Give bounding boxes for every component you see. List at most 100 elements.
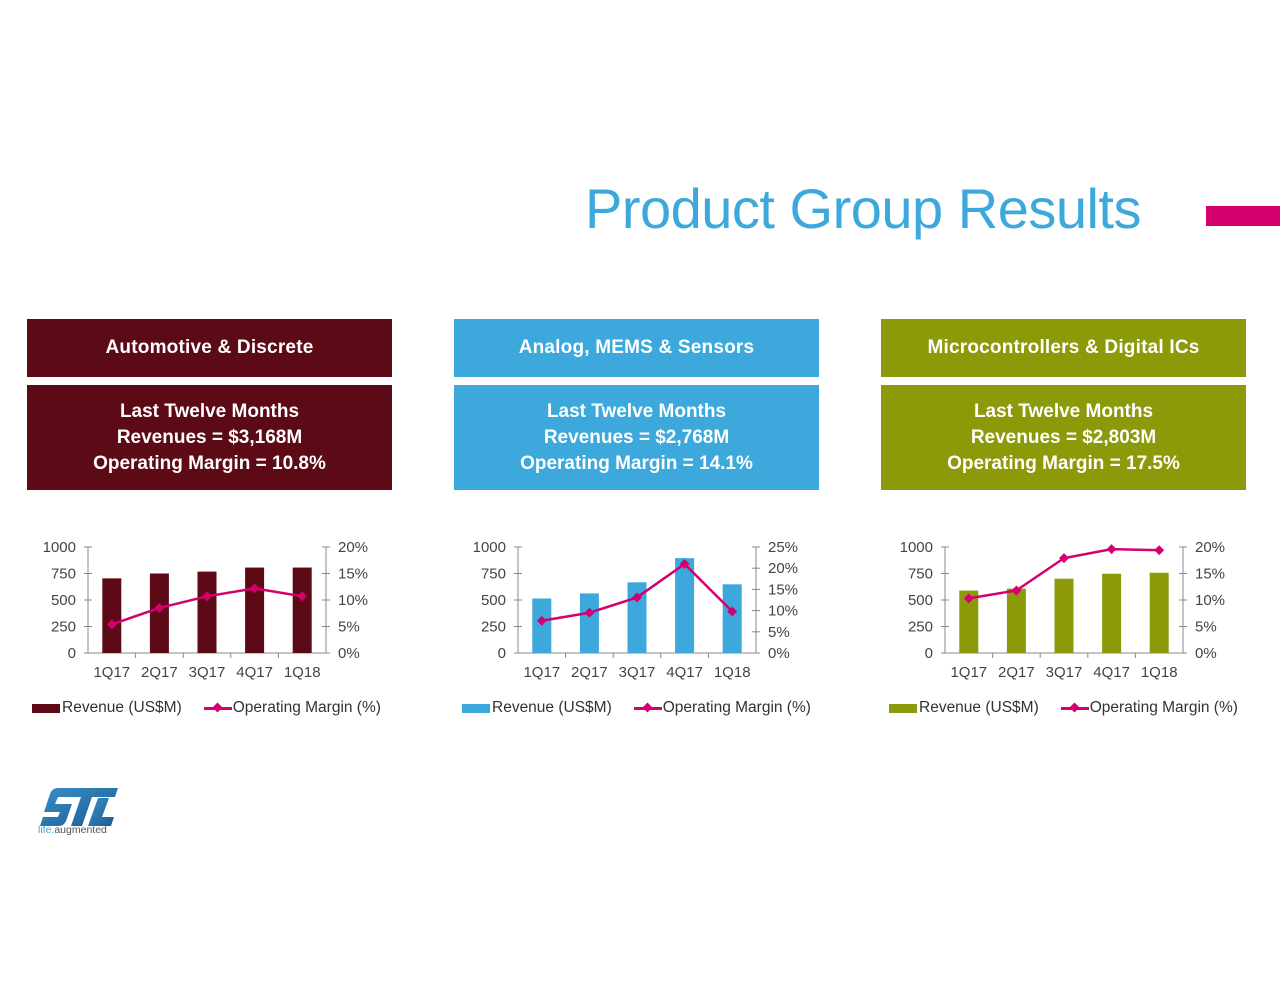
x-tick-label: 2Q17 [998,664,1035,681]
x-tick-label: 4Q17 [666,664,703,681]
y-right-tick-label: 10% [338,592,368,609]
y-left-tick-label: 0 [925,645,933,662]
product-group-automotive: Automotive & Discrete Last Twelve Months… [27,319,392,490]
y-left-tick-label: 500 [481,592,506,609]
revenue-legend-swatch [462,703,490,713]
x-tick-label: 1Q17 [523,664,560,681]
y-left-tick-label: 0 [498,645,506,662]
revenue-bar [532,598,552,653]
y-right-tick-label: 20% [768,560,798,577]
revenue-legend-label: Revenue (US$M) [492,699,612,716]
margin-legend-label: Operating Margin (%) [232,699,381,716]
x-tick-label: 1Q18 [1141,664,1178,681]
x-tick-label: 4Q17 [236,664,273,681]
x-tick-label: 2Q17 [141,664,178,681]
y-right-tick-label: 15% [338,566,368,583]
combo-chart: 0 250 500 750 1000 0% 5% 10% 15% 20% 25% 1Q17 2Q17 3Q… [473,539,798,681]
y-left-tick-label: 750 [481,566,506,583]
y-left-tick-label: 750 [908,566,933,583]
y-left-tick-label: 1000 [900,539,933,556]
x-tick-label: 1Q17 [950,664,987,681]
y-left-tick-label: 250 [908,619,933,636]
revenue-bar [292,567,312,653]
y-left-tick-label: 500 [51,592,76,609]
margin-legend-marker-icon [203,706,232,710]
x-tick-label: 4Q17 [1093,664,1130,681]
summary-revenue: Revenues = $2,803M [970,426,1157,448]
y-left-tick-label: 500 [908,592,933,609]
x-tick-label: 1Q18 [284,664,321,681]
y-left-tick-label: 250 [51,619,76,636]
revenue-bar [149,573,169,653]
chart-automotive: 0 250 500 750 1000 0% 5% 10% 15% 20% 1Q17 2Q17 3Q17 4… [20,528,420,728]
group-summary: Last Twelve Months Revenues = $2,803M Op… [881,385,1246,490]
revenue-legend-label: Revenue (US$M) [919,699,1039,716]
group-summary: Last Twelve Months Revenues = $2,768M Op… [454,385,819,490]
chart-legend: Revenue (US$M) Operating Margin (%) [462,699,811,717]
revenue-legend-label: Revenue (US$M) [62,699,182,716]
x-tick-label: 3Q17 [189,664,226,681]
y-right-tick-label: 15% [768,581,798,598]
combo-chart: 0 250 500 750 1000 0% 5% 10% 15% 20% 1Q17 2Q17 3Q17 4… [43,539,368,681]
st-logo-icon [40,788,118,826]
margin-legend-label: Operating Margin (%) [1089,699,1238,716]
y-right-tick-label: 0% [1195,645,1217,662]
revenue-bar [579,593,599,653]
y-left-tick-label: 1000 [473,539,506,556]
y-right-tick-label: 15% [1195,566,1225,583]
margin-point-marker [632,592,642,603]
y-right-tick-label: 5% [338,619,360,636]
y-right-tick-label: 25% [768,539,798,556]
margin-point-marker [106,619,117,630]
summary-period: Last Twelve Months [119,400,300,422]
y-right-tick-label: 10% [1195,592,1225,609]
y-left-tick-label: 0 [68,645,76,662]
margin-point-marker [727,606,738,617]
summary-period: Last Twelve Months [973,400,1154,422]
combo-chart: 0 250 500 750 1000 0% 5% 10% 15% 20% 1Q17 2Q17 3Q17 4… [900,539,1225,681]
summary-revenue: Revenues = $2,768M [543,426,730,448]
revenue-legend-swatch [32,703,60,713]
margin-point-marker [1154,545,1165,556]
revenue-bar [1102,573,1122,653]
y-right-tick-label: 10% [768,603,798,620]
revenue-bar [959,590,979,653]
y-right-tick-label: 20% [1195,539,1225,556]
margin-legend-marker-icon [633,706,662,710]
summary-margin: Operating Margin = 10.8% [93,452,326,474]
margin-legend-label: Operating Margin (%) [662,699,811,716]
x-tick-label: 1Q17 [93,664,130,681]
revenue-bar [1054,578,1074,653]
summary-margin: Operating Margin = 17.5% [947,452,1180,474]
logo-tagline: life.augmented [38,824,107,836]
y-right-tick-label: 5% [1195,619,1217,636]
y-right-tick-label: 5% [768,624,790,641]
chart-microcontrollers: 0 250 500 750 1000 0% 5% 10% 15% 20% 1Q17 2Q17 3Q17 4… [877,528,1277,728]
summary-revenue: Revenues = $3,168M [116,426,303,448]
slide-title: Product Group Results [585,177,1141,240]
x-tick-label: 1Q18 [714,664,751,681]
y-right-tick-label: 0% [338,645,360,662]
x-tick-label: 3Q17 [1046,664,1083,681]
y-right-tick-label: 0% [768,645,790,662]
revenue-legend-swatch [889,703,917,713]
revenue-bar [245,567,265,653]
margin-legend-marker-icon [1060,706,1089,710]
x-tick-label: 3Q17 [619,664,656,681]
revenue-bar [722,584,742,653]
revenue-bar [675,558,695,653]
summary-period: Last Twelve Months [546,400,727,422]
margin-point-marker [1106,544,1117,555]
y-left-tick-label: 1000 [43,539,76,556]
y-left-tick-label: 250 [481,619,506,636]
product-group-microcontrollers: Microcontrollers & Digital ICs Last Twel… [881,319,1246,490]
revenue-bar [102,578,122,653]
chart-analog: 0 250 500 750 1000 0% 5% 10% 15% 20% 25% 1Q17 2Q17 3Q… [450,528,850,728]
x-tick-label: 2Q17 [571,664,608,681]
group-header: Automotive & Discrete [27,319,392,377]
margin-point-marker [1059,553,1069,564]
title-accent-bar [1206,206,1280,226]
group-header: Microcontrollers & Digital ICs [881,319,1246,377]
y-left-tick-label: 750 [51,566,76,583]
chart-legend: Revenue (US$M) Operating Margin (%) [32,699,381,717]
